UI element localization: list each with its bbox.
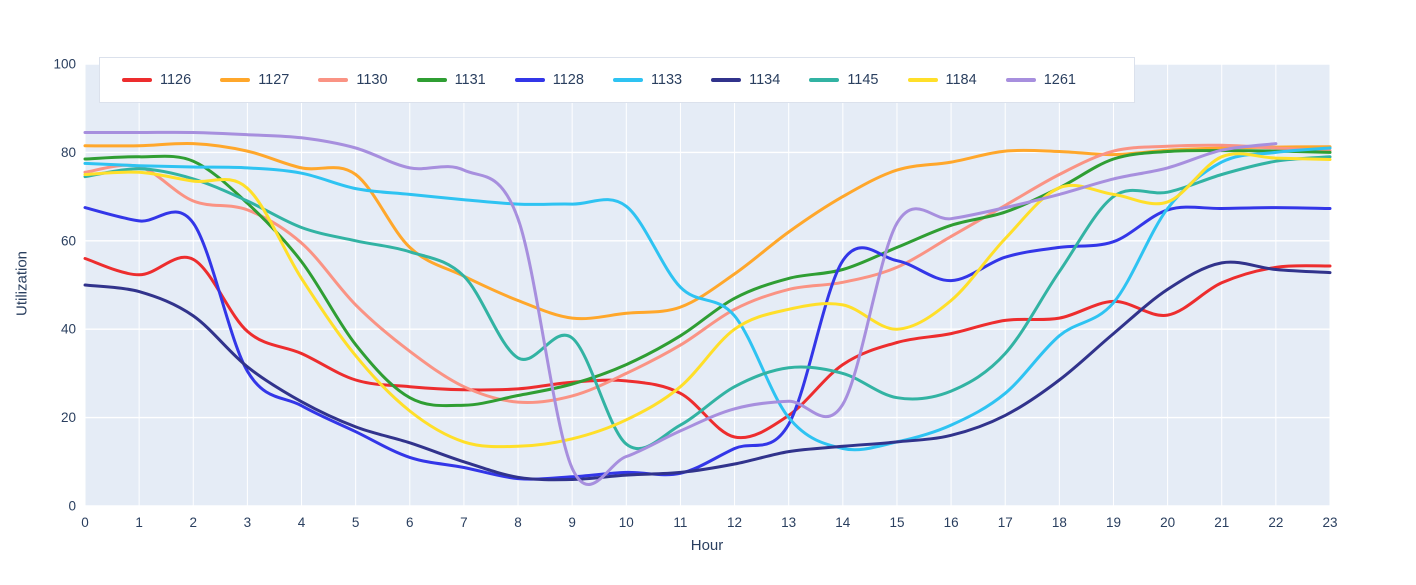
y-axis-title: Utilization: [13, 250, 31, 317]
x-tick-label: 22: [1268, 515, 1283, 530]
legend-line-swatch-1131: [416, 78, 447, 82]
y-tick-label: 40: [61, 322, 76, 337]
series-line-1134[interactable]: [83, 260, 1332, 482]
y-tick-label: 0: [68, 499, 76, 514]
legend-label: 1131: [454, 72, 486, 88]
x-tick-label: 16: [944, 515, 959, 530]
series-line-1131[interactable]: [83, 149, 1332, 408]
legend-line-swatch-1133: [612, 78, 643, 82]
series-line-1145[interactable]: [83, 155, 1332, 451]
y-tick-label: 100: [53, 57, 76, 72]
y-tick-label: 80: [61, 145, 76, 160]
y-tick-label: 20: [61, 410, 76, 425]
x-tick-label: 13: [781, 515, 796, 530]
legend-item-1145[interactable]: 1145: [809, 72, 879, 88]
legend-label: 1128: [552, 72, 584, 88]
series-line-1261[interactable]: [83, 130, 1278, 486]
series-line-1127[interactable]: [83, 141, 1332, 321]
series-line-1128[interactable]: [83, 205, 1332, 481]
legend-item-1131[interactable]: 1131: [416, 72, 486, 88]
legend-label: 1134: [749, 72, 781, 88]
x-tick-label: 2: [190, 515, 198, 530]
series-line-1133[interactable]: [83, 146, 1332, 452]
series-line-1130[interactable]: [83, 143, 1332, 404]
legend-line-swatch-1134: [711, 78, 742, 82]
legend-label: 1261: [1043, 72, 1076, 88]
x-tick-label: 19: [1106, 515, 1121, 530]
x-tick-label: 8: [514, 515, 522, 530]
legend-item-1184[interactable]: 1184: [907, 72, 977, 88]
x-tick-label: 15: [889, 515, 904, 530]
x-tick-label: 11: [673, 515, 687, 530]
plot-background: [85, 64, 1330, 506]
legend-label: 1184: [945, 72, 977, 88]
x-tick-label: 12: [727, 515, 742, 530]
y-tick-label: 60: [61, 233, 76, 248]
legend-line-swatch-1145: [809, 78, 840, 82]
gridlines: [84, 63, 1331, 507]
legend-label: 1126: [160, 72, 192, 88]
legend-item-1261[interactable]: 1261: [1005, 72, 1076, 88]
legend-label: 1130: [356, 72, 388, 88]
x-tick-label: 6: [406, 515, 414, 530]
legend-item-1130[interactable]: 1130: [318, 72, 388, 88]
legend-line-swatch-1128: [514, 78, 545, 82]
x-axis-title: Hour: [690, 537, 724, 554]
legend-label: 1133: [650, 72, 683, 88]
legend-item-1126[interactable]: 1126: [122, 72, 191, 88]
x-tick-label: 17: [998, 515, 1013, 530]
legend: 1126 1127 1130 1131 1128 1133 1134 1145 1184 1261: [99, 57, 1135, 103]
legend-label: 1127: [258, 72, 290, 88]
legend-item-1134[interactable]: 1134: [711, 72, 780, 88]
series-line-1184[interactable]: [83, 152, 1332, 449]
x-tick-label: 5: [352, 515, 360, 530]
legend-line-swatch-1184: [907, 78, 938, 82]
x-tick-label: 3: [244, 515, 252, 530]
x-tick-label: 20: [1160, 515, 1175, 530]
x-tick-label: 18: [1052, 515, 1067, 530]
legend-line-swatch-1261: [1005, 78, 1036, 82]
legend-line-swatch-1126: [122, 78, 152, 82]
series-line-1126[interactable]: [83, 255, 1332, 440]
x-tick-label: 10: [619, 515, 634, 530]
x-tick-label: 0: [81, 515, 89, 530]
tick-labels: 0 1 2 3 4 5 6 7 8 9 10 11 12 13 14 15 16 17 18 19 20 21 22 2302…: [53, 57, 1337, 531]
x-tick-label: 14: [835, 515, 851, 530]
legend-label: 1145: [847, 72, 879, 88]
x-tick-label: 9: [568, 515, 576, 530]
x-tick-label: 1: [135, 515, 143, 530]
x-tick-label: 21: [1214, 515, 1229, 530]
legend-line-swatch-1127: [220, 78, 251, 82]
x-tick-label: 23: [1322, 515, 1337, 530]
legend-line-swatch-1130: [318, 78, 349, 82]
legend-item-1127[interactable]: 1127: [220, 72, 289, 88]
legend-item-1128[interactable]: 1128: [514, 72, 584, 88]
series-lines: [83, 130, 1332, 486]
x-tick-label: 7: [460, 515, 468, 530]
legend-item-1133[interactable]: 1133: [612, 72, 683, 88]
x-tick-label: 4: [298, 515, 306, 530]
